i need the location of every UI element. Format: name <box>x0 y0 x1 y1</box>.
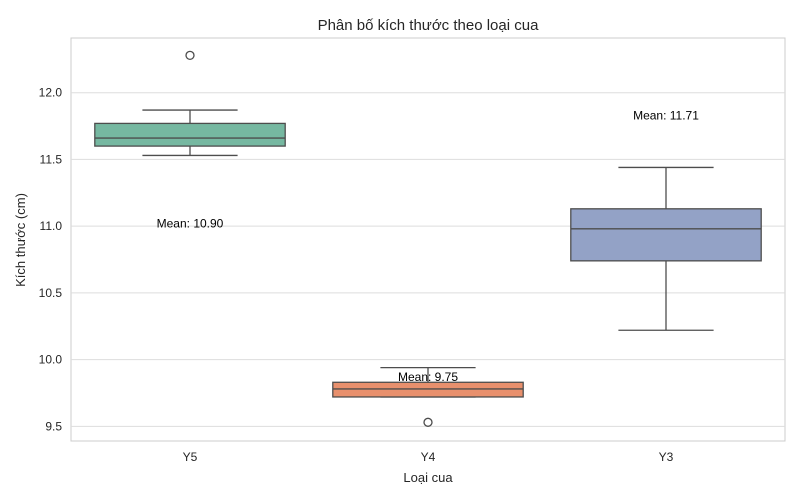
box-y3 <box>570 166 762 331</box>
outlier-point <box>423 417 433 427</box>
box-body <box>570 208 762 262</box>
box-body <box>332 381 524 398</box>
box-y5 <box>94 50 286 157</box>
y-tick-label: 10.0 <box>39 353 63 367</box>
y-tick-label: 11.0 <box>40 219 63 233</box>
mean-annotations: Mean: 10.90 Mean: 9.75 Mean: 11.71 <box>157 108 700 384</box>
x-tick-label: Y4 <box>421 450 436 464</box>
x-axis-ticks: Y5 Y4 Y3 <box>183 450 674 464</box>
outlier-point <box>185 50 195 60</box>
y-axis-ticks: 9.5 10.0 10.5 11.0 11.5 12.0 <box>39 86 63 434</box>
x-tick-label: Y5 <box>183 450 198 464</box>
y-tick-label: 10.5 <box>39 286 63 300</box>
y-axis-label: Kích thước (cm) <box>13 193 28 287</box>
box-body <box>94 122 286 147</box>
box-y4 <box>332 366 524 427</box>
mean-annotation: Mean: 10.90 <box>157 216 224 230</box>
x-tick-label: Y3 <box>659 450 674 464</box>
x-axis-label: Loại cua <box>403 470 453 485</box>
chart-title: Phân bố kích thước theo loại cua <box>318 17 540 34</box>
mean-annotation: Mean: 9.75 <box>398 370 458 384</box>
y-tick-label: 11.5 <box>40 152 63 166</box>
mean-annotation: Mean: 11.71 <box>633 108 699 122</box>
y-tick-label: 9.5 <box>45 419 62 433</box>
y-tick-label: 12.0 <box>39 86 63 100</box>
boxes <box>94 50 762 427</box>
